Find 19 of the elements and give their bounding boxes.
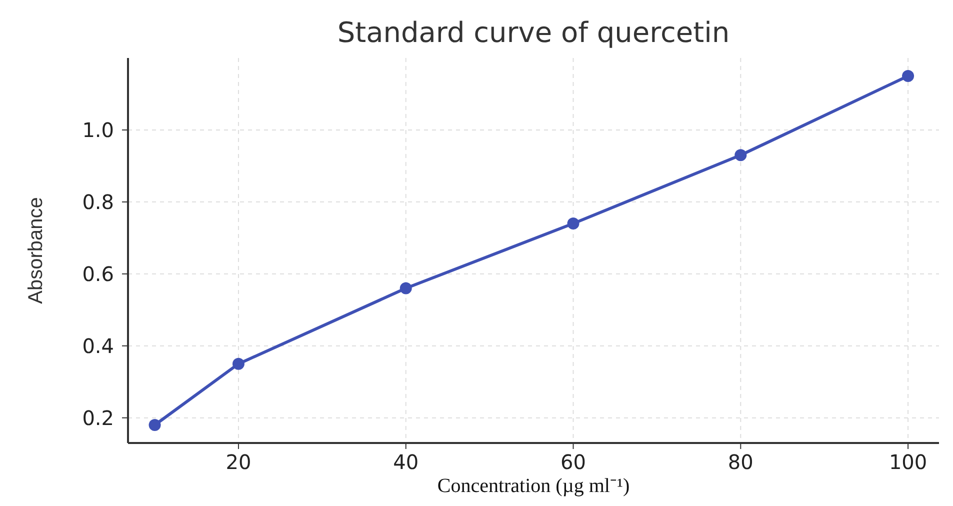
point	[400, 282, 412, 294]
x-tick-label: 80	[728, 450, 754, 474]
point	[148, 419, 161, 432]
x-tick-label: 40	[393, 450, 419, 474]
x-axis-title: Concentration (µg ml⁻¹)	[437, 475, 630, 497]
x-tick-label: 20	[226, 450, 252, 474]
point	[232, 358, 244, 370]
y-tick-label: 0.6	[82, 262, 114, 286]
x-tick-label: 60	[560, 450, 586, 474]
y-tick-label: 0.8	[82, 190, 114, 214]
y-tick-label: 1.0	[82, 118, 114, 142]
point	[734, 149, 747, 162]
y-axis-title: Absorbance	[25, 197, 47, 304]
chart-title: Standard curve of quercetin	[337, 16, 730, 49]
x-tick-label: 100	[888, 450, 928, 474]
y-tick-label: 0.4	[82, 334, 114, 358]
point	[902, 70, 914, 82]
y-tick-label: 0.2	[82, 406, 114, 430]
point	[567, 218, 580, 230]
